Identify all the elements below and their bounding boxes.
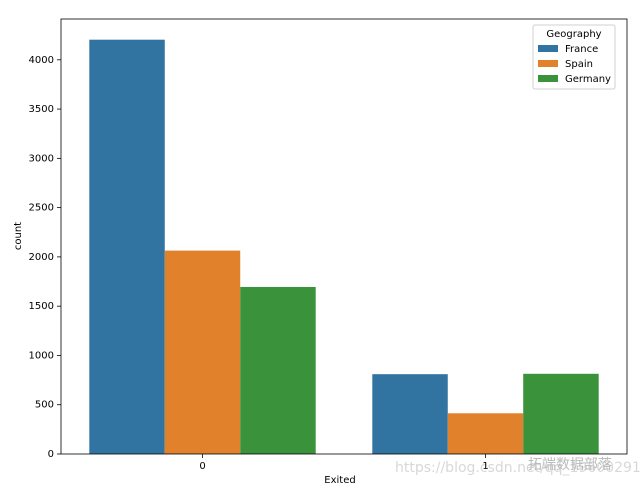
y-axis-label: count	[13, 222, 24, 250]
bar	[164, 250, 241, 454]
y-tick-label: 2500	[29, 203, 54, 214]
y-tick-label: 3500	[29, 104, 54, 115]
legend-label: Germany	[565, 74, 611, 85]
legend-swatch	[538, 75, 558, 82]
legend-box	[532, 24, 616, 90]
bar	[89, 39, 165, 454]
y-tick-label: 500	[35, 400, 54, 411]
bar	[447, 413, 524, 454]
legend-swatch	[538, 45, 558, 52]
bar	[523, 373, 599, 454]
watermark-brand: 拓端数据部落	[528, 457, 612, 473]
y-tick-label: 1000	[29, 350, 54, 361]
legend-label: France	[565, 44, 598, 55]
legend-swatch	[538, 60, 558, 67]
legend-label: Spain	[565, 59, 593, 70]
x-axis-label: Exited	[324, 475, 355, 486]
y-tick-label: 3000	[29, 153, 54, 164]
legend-title: Geography	[546, 29, 601, 40]
plot-frame	[60, 18, 628, 455]
y-tick-label: 2000	[29, 252, 54, 263]
x-tick-label: 0	[199, 461, 205, 472]
y-tick-label: 4000	[29, 55, 54, 66]
x-tick-label: 1	[482, 461, 488, 472]
y-tick-label: 1500	[29, 301, 54, 312]
bar	[240, 286, 316, 454]
watermark-url: https://blog.csdn.net/qq_19600291	[395, 460, 641, 476]
y-tick-label: 0	[48, 449, 54, 460]
bar	[372, 374, 448, 454]
